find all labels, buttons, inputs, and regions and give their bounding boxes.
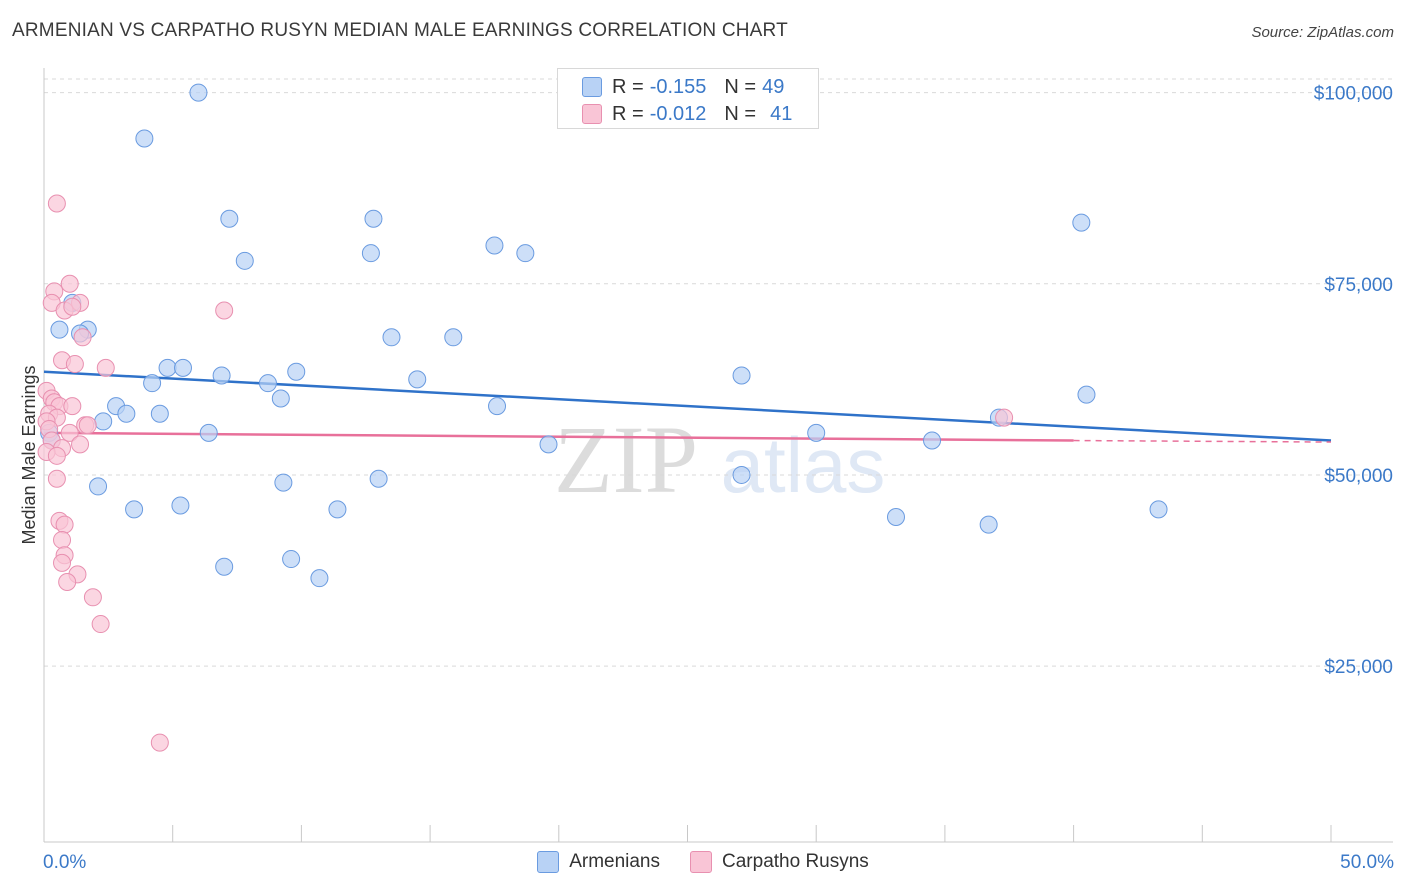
point-rusyns: [47, 469, 66, 488]
point-armenians: [50, 320, 69, 339]
point-rusyns: [995, 408, 1014, 427]
rusyns-swatch: [582, 104, 602, 124]
point-armenians: [282, 550, 301, 569]
watermark: ZIP atlas: [554, 406, 885, 513]
point-armenians: [235, 251, 254, 270]
point-rusyns: [55, 515, 74, 534]
r-label: R =: [612, 102, 644, 125]
r-value-rusyns: -0.012: [649, 102, 707, 125]
legend-row-armenians: R = -0.155 N = 49: [582, 75, 784, 99]
point-rusyns: [96, 358, 115, 377]
point-armenians: [488, 397, 507, 416]
correlation-legend: R = -0.155 N = 49 R = -0.012 N = 41: [557, 68, 819, 129]
point-armenians: [287, 362, 306, 381]
point-armenians: [382, 328, 401, 347]
point-armenians: [516, 244, 535, 263]
point-rusyns: [63, 397, 82, 416]
point-armenians: [212, 366, 231, 385]
legend-item-rusyns[interactable]: Carpatho Rusyns: [690, 851, 869, 873]
point-armenians: [485, 236, 504, 255]
point-armenians: [444, 328, 463, 347]
n-label: N =: [724, 102, 757, 125]
point-armenians: [361, 244, 380, 263]
point-armenians: [732, 366, 751, 385]
point-armenians: [171, 496, 190, 515]
series-legend: Armenians Carpatho Rusyns: [0, 851, 1406, 873]
point-armenians: [89, 477, 108, 496]
x-tick-label-min: 0.0%: [43, 852, 87, 873]
trendline-rusyns-extension: [1073, 439, 1332, 443]
point-armenians: [117, 404, 136, 423]
point-armenians: [732, 465, 751, 484]
point-armenians: [125, 500, 144, 519]
point-armenians: [369, 469, 388, 488]
y-tick-label: $50,000: [1324, 466, 1393, 487]
point-rusyns: [53, 553, 72, 572]
point-rusyns: [83, 588, 102, 607]
point-armenians: [539, 435, 558, 454]
point-armenians: [94, 412, 113, 431]
y-tick-label: $100,000: [1314, 84, 1393, 105]
point-rusyns: [150, 733, 169, 752]
chart-title: ARMENIAN VS CARPATHO RUSYN MEDIAN MALE E…: [12, 20, 788, 41]
r-label: R =: [612, 75, 644, 98]
point-armenians: [258, 374, 277, 393]
point-armenians: [135, 129, 154, 148]
point-armenians: [1072, 213, 1091, 232]
point-armenians: [150, 404, 169, 423]
point-armenians: [220, 209, 239, 228]
point-armenians: [310, 569, 329, 588]
point-armenians: [271, 389, 290, 408]
y-axis-label: Median Male Earnings: [19, 365, 39, 544]
point-armenians: [1077, 385, 1096, 404]
point-rusyns: [215, 301, 234, 320]
point-rusyns: [91, 615, 110, 634]
watermark-zip: ZIP: [554, 406, 698, 513]
point-armenians: [886, 508, 905, 526]
point-rusyns: [60, 423, 79, 442]
legend-label-armenians: Armenians: [569, 851, 661, 872]
point-armenians: [923, 431, 942, 450]
n-value-armenians: 49: [762, 75, 785, 98]
point-armenians: [364, 209, 383, 228]
n-label: N =: [724, 75, 757, 98]
rusyns-legend-swatch: [690, 851, 713, 873]
point-armenians: [199, 423, 218, 442]
point-rusyns: [78, 416, 97, 435]
point-armenians: [408, 370, 427, 389]
y-tick-label: $75,000: [1324, 275, 1393, 296]
legend-label-rusyns: Carpatho Rusyns: [722, 851, 869, 872]
point-rusyns: [73, 328, 92, 347]
point-armenians: [979, 515, 998, 534]
r-value-armenians: -0.155: [649, 75, 707, 98]
point-rusyns: [53, 530, 72, 549]
point-armenians: [173, 358, 192, 377]
point-rusyns: [60, 274, 79, 293]
armenians-legend-swatch: [537, 851, 560, 873]
point-armenians: [158, 358, 177, 377]
point-armenians: [143, 374, 162, 393]
source-label: Source: ZipAtlas.com: [1251, 24, 1394, 41]
legend-row-rusyns: R = -0.012 N = 41: [582, 102, 792, 126]
trendline-armenians: [43, 370, 1332, 442]
point-rusyns: [47, 194, 66, 213]
watermark-atlas: atlas: [721, 421, 886, 509]
point-rusyns: [71, 435, 90, 454]
point-rusyns: [63, 297, 82, 316]
point-armenians: [189, 83, 208, 102]
y-tick-label: $25,000: [1324, 657, 1393, 678]
legend-item-armenians[interactable]: Armenians: [537, 851, 660, 873]
n-value-rusyns: 41: [770, 102, 793, 125]
point-armenians: [274, 473, 293, 492]
armenians-swatch: [582, 77, 602, 97]
point-rusyns: [65, 355, 84, 374]
point-rusyns: [47, 446, 66, 465]
x-tick-label-max: 50.0%: [1340, 852, 1394, 873]
point-armenians: [807, 423, 826, 442]
point-armenians: [1149, 500, 1168, 519]
point-armenians: [328, 500, 347, 519]
point-rusyns: [58, 573, 77, 591]
point-armenians: [215, 557, 234, 576]
